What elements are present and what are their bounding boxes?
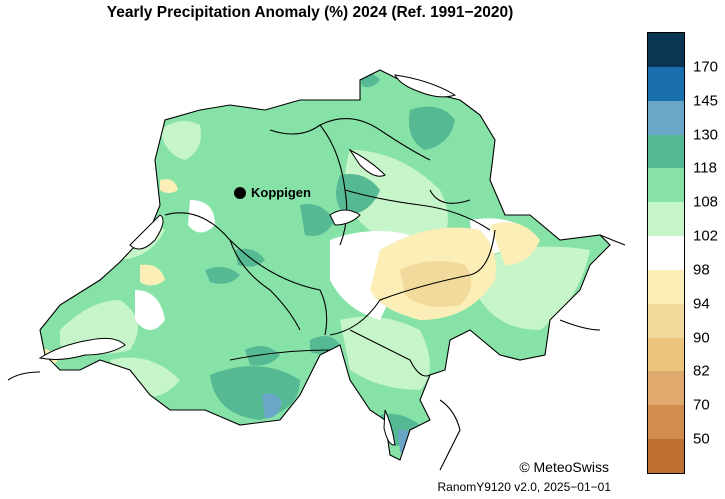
version-label: RanomY9120 v2.0, 2025−01−01 <box>437 480 611 494</box>
lake-zurich <box>348 148 386 177</box>
legend-tick-label: 82 <box>693 362 710 380</box>
city-label: Koppigen <box>251 185 311 200</box>
legend-swatch <box>648 303 684 338</box>
legend-swatch <box>648 269 684 304</box>
color-legend <box>647 32 685 474</box>
lakes <box>38 74 457 446</box>
map-title: Yearly Precipitation Anomaly (%) 2024 (R… <box>106 4 514 21</box>
legend-tick-label: 102 <box>693 227 719 245</box>
legend-swatch <box>648 66 684 101</box>
precipitation-map: Koppigen <box>7 69 626 471</box>
legend-swatch <box>648 337 684 372</box>
lake-constance <box>394 74 457 98</box>
legend-swatch <box>648 439 684 473</box>
legend-tick-label: 145 <box>693 92 719 110</box>
legend-tick-label: 90 <box>693 329 710 347</box>
legend-swatch <box>648 371 684 406</box>
legend-swatch <box>648 100 684 135</box>
legend-tick-label: 70 <box>693 396 710 414</box>
legend-swatch <box>648 134 684 169</box>
legend-tick-label: 108 <box>693 193 719 211</box>
legend-swatch <box>648 405 684 440</box>
lake-neuchatel <box>129 214 164 250</box>
legend-tick-label: 170 <box>693 58 719 76</box>
legend-tick-label: 94 <box>693 295 710 313</box>
borders <box>7 69 626 471</box>
lake-lucerne <box>329 209 361 226</box>
legend-swatch <box>648 168 684 203</box>
lake-maggiore <box>383 409 396 446</box>
legend-tick-label: 98 <box>693 261 710 279</box>
legend-swatch <box>648 202 684 237</box>
legend-tick-label: 50 <box>693 430 710 448</box>
lake-geneva <box>38 337 126 360</box>
legend-swatch <box>648 236 684 270</box>
legend-swatch <box>648 33 684 67</box>
legend-tick-label: 118 <box>693 159 717 177</box>
copyright: © MeteoSwiss <box>519 459 609 475</box>
switzerland-area <box>40 70 610 460</box>
city-marker-koppigen: Koppigen <box>234 185 311 200</box>
legend-tick-label: 130 <box>693 126 719 144</box>
